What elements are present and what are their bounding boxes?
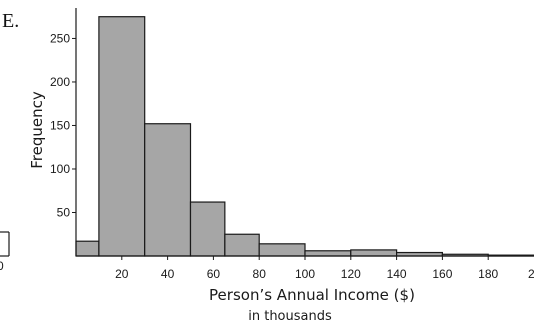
histogram-bar-6: [304, 250, 352, 257]
figure-label: E.: [2, 10, 20, 32]
x-axis-sublabel: in thousands: [248, 309, 332, 324]
y-tick-label-0: 50: [57, 205, 71, 219]
left-chart-fragment: 0: [0, 231, 10, 273]
x-tick-label-1: 40: [161, 267, 175, 281]
x-tick-label-cut: 2: [528, 267, 534, 281]
histogram-bar-1: [98, 16, 146, 257]
histogram-bar-0: [75, 240, 100, 257]
histogram-bar-3: [189, 201, 226, 257]
x-tick-label-2: 60: [207, 267, 221, 281]
y-tick-label-2: 150: [50, 118, 70, 132]
x-tick-label-6: 140: [387, 267, 407, 281]
left-fragment-tick-label: 0: [0, 259, 4, 273]
histogram-bar-5: [258, 243, 306, 257]
histogram-bar-2: [144, 123, 192, 257]
y-tick-label-3: 200: [50, 75, 70, 89]
x-tick-label-3: 80: [253, 267, 267, 281]
x-tick-label-8: 180: [478, 267, 498, 281]
y-axis-label: Frequency: [28, 91, 46, 169]
y-tick-label-4: 250: [50, 31, 70, 45]
y-tick-label-1: 100: [50, 162, 70, 176]
histogram-bar-7: [350, 249, 398, 257]
x-tick-label-0: 20: [115, 267, 129, 281]
x-ticks-group: 20 40 60 80 100 120 140 160 180 2: [115, 256, 534, 281]
x-tick-label-5: 120: [341, 267, 361, 281]
y-ticks-group: 50 100 150 200 250: [50, 31, 76, 219]
bars-group: [75, 16, 534, 257]
x-axis-label: Person’s Annual Income ($): [209, 286, 415, 304]
x-tick-label-7: 160: [432, 267, 452, 281]
x-tick-label-4: 100: [295, 267, 315, 281]
histogram-bar-4: [224, 233, 260, 257]
